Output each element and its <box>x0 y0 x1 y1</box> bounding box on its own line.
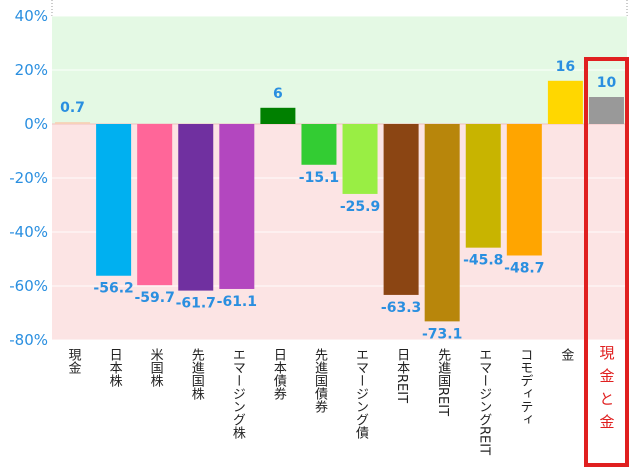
data-label: 6 <box>273 86 283 102</box>
data-label: -15.1 <box>299 170 339 186</box>
data-label: -61.1 <box>217 294 257 310</box>
bar <box>96 124 132 276</box>
bar <box>506 124 542 256</box>
data-label: -56.2 <box>93 281 133 297</box>
data-label: -48.7 <box>504 260 544 276</box>
data-label: -73.1 <box>422 326 462 342</box>
bar <box>588 97 624 124</box>
data-label: 10 <box>597 75 617 91</box>
y-tick-label: 20% <box>15 61 48 79</box>
category-label: 日本株 <box>106 348 122 387</box>
bar <box>383 124 419 295</box>
bar <box>301 124 337 165</box>
bar <box>547 80 583 124</box>
y-tick-label: 0% <box>24 115 48 133</box>
bar <box>465 124 501 248</box>
data-label: -45.8 <box>463 253 503 269</box>
category-label: 現金と金 <box>597 345 616 437</box>
y-tick-label: -60% <box>9 277 48 295</box>
category-label: 日本債券 <box>270 348 286 400</box>
data-label: -59.7 <box>134 290 174 306</box>
category-label: エマージング債 <box>353 348 369 439</box>
category-label: 金 <box>558 348 574 361</box>
y-tick-label: -40% <box>9 223 48 241</box>
bar <box>424 124 460 322</box>
data-label: -63.3 <box>381 300 421 316</box>
y-tick-label: -20% <box>9 169 48 187</box>
y-tick-label: 40% <box>15 7 48 25</box>
bar <box>260 107 296 124</box>
category-label: 現金 <box>65 348 81 374</box>
highlight-box <box>584 57 629 467</box>
data-label: -61.7 <box>176 296 216 312</box>
category-label: 先進国REIT <box>435 348 451 417</box>
category-label: 先進国株 <box>188 348 204 400</box>
category-label: エマージングREIT <box>476 348 492 456</box>
bar <box>137 124 173 286</box>
data-label: 16 <box>556 59 575 75</box>
category-label: 米国株 <box>147 348 163 387</box>
category-label: コモディティ <box>517 348 533 426</box>
category-label: 先進国債券 <box>311 348 327 413</box>
category-label: 日本REIT <box>394 348 410 404</box>
bar <box>342 124 378 194</box>
data-label: -25.9 <box>340 199 380 215</box>
category-label: エマージング株 <box>229 348 245 439</box>
data-label: 0.7 <box>60 100 85 116</box>
bar <box>178 124 214 291</box>
bar <box>219 124 255 289</box>
bar <box>55 122 91 124</box>
y-tick-label: -80% <box>9 331 48 349</box>
